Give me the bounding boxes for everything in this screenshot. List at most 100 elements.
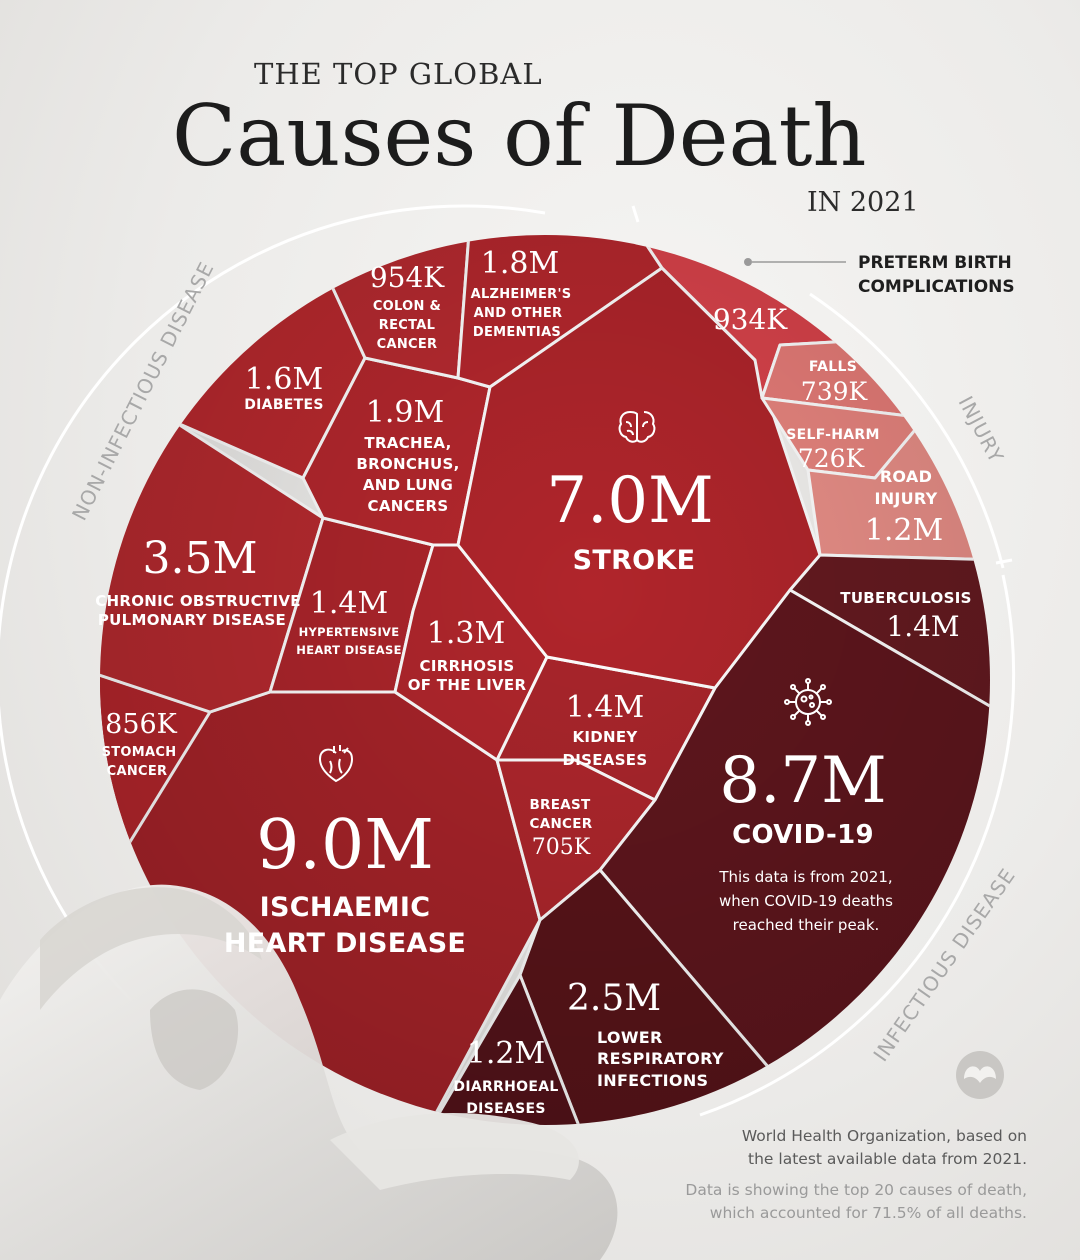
heart-icon xyxy=(318,745,354,783)
selfharm-value: 726K xyxy=(798,444,866,473)
statue-face-shadow xyxy=(150,989,239,1090)
diarrhoeal-label-line2: DISEASES xyxy=(466,1101,545,1117)
post-title: IN 2021 xyxy=(807,187,919,218)
diarrhoeal-value: 1.2M xyxy=(467,1036,545,1071)
alz-labels: 1.8M ALZHEIMER'S AND OTHER DEMENTIAS xyxy=(471,246,572,340)
page-title: Causes of Death xyxy=(172,87,866,185)
copd-value: 3.5M xyxy=(142,533,257,584)
statue-illustration xyxy=(0,884,618,1260)
kidney-label-line1: KIDNEY xyxy=(572,728,638,746)
stomach-labels: 856K STOMACH CANCER xyxy=(102,709,178,779)
trachea-label-line1: TRACHEA, xyxy=(364,434,451,452)
copd-labels: 3.5M CHRONIC OBSTRUCTIVE PULMONARY DISEA… xyxy=(95,533,301,629)
trachea-value: 1.9M xyxy=(366,395,444,430)
lri-label-line1: LOWER xyxy=(597,1028,663,1047)
hypertensive-label-line1: HYPERTENSIVE xyxy=(299,625,400,639)
statue-arm xyxy=(330,1113,579,1190)
kidney-labels: 1.4M KIDNEY DISEASES xyxy=(563,690,648,769)
ring-arc-injury xyxy=(809,292,1005,569)
diabetes-value: 1.6M xyxy=(245,362,323,397)
ihd-label-line1: ISCHAEMIC xyxy=(260,892,431,923)
preterm-callout: PRETERM BIRTH COMPLICATIONS xyxy=(744,253,1015,297)
covid-label: COVID-19 xyxy=(732,820,874,850)
hypertensive-value: 1.4M xyxy=(310,586,388,621)
breast-label-line2: CANCER xyxy=(530,816,593,832)
trachea-label-line3: AND LUNG xyxy=(363,476,453,494)
road-label-line2: INJURY xyxy=(874,489,937,508)
colon-labels: 954K COLON & RECTAL CANCER xyxy=(370,261,445,352)
lri-value: 2.5M xyxy=(567,978,661,1019)
colon-label-line1: COLON & xyxy=(373,299,441,314)
alz-label-line3: DEMENTIAS xyxy=(473,325,561,340)
stroke-value: 7.0M xyxy=(546,464,713,538)
diabetes-labels: 1.6M DIABETES xyxy=(244,362,324,413)
copd-label-line1: CHRONIC OBSTRUCTIVE xyxy=(95,592,301,610)
trachea-label-line2: BRONCHUS, xyxy=(356,455,459,473)
source-line2: the latest available data from 2021. xyxy=(748,1150,1027,1168)
diabetes-label: DIABETES xyxy=(244,397,324,413)
stomach-label-line1: STOMACH xyxy=(102,745,177,760)
covid-note-line1: This data is from 2021, xyxy=(718,868,892,886)
note-line1: Data is showing the top 20 causes of dea… xyxy=(685,1181,1027,1199)
preterm-label-line2: COMPLICATIONS xyxy=(858,277,1015,297)
ring-arc-infectious xyxy=(699,574,1016,1117)
group-ring xyxy=(0,204,1016,1117)
note-line2: which accounted for 71.5% of all deaths. xyxy=(710,1204,1027,1222)
ring-arc-non-infectious xyxy=(0,204,546,1002)
footer: World Health Organization, based on the … xyxy=(685,1127,1027,1222)
logo-icon xyxy=(956,1051,1004,1099)
pre-title: THE TOP GLOBAL xyxy=(254,57,543,91)
falls-value: 739K xyxy=(801,377,869,406)
road-labels: ROAD INJURY 1.2M xyxy=(865,467,943,548)
preterm-value: 934K xyxy=(713,303,788,336)
covid-note-line3: reached their peak. xyxy=(733,916,880,934)
selfharm-label: SELF-HARM xyxy=(786,427,879,443)
kidney-value: 1.4M xyxy=(566,690,644,725)
selfharm-labels: SELF-HARM 726K xyxy=(786,427,879,473)
tb-labels: TUBERCULOSIS 1.4M xyxy=(840,589,971,643)
brain-icon xyxy=(618,410,656,443)
hypertensive-labels: 1.4M HYPERTENSIVE HEART DISEASE xyxy=(296,586,401,657)
lri-label-line2: RESPIRATORY xyxy=(597,1049,724,1068)
colon-label-line3: CANCER xyxy=(377,337,438,352)
road-label-line1: ROAD xyxy=(880,467,932,486)
covid-value: 8.7M xyxy=(719,744,886,818)
trachea-label-line4: CANCERS xyxy=(368,497,449,515)
colon-label-line2: RECTAL xyxy=(379,318,435,333)
covid-labels: 8.7M COVID-19 This data is from 2021, wh… xyxy=(718,744,893,934)
breast-labels: BREAST CANCER 705K xyxy=(529,797,592,860)
tb-value: 1.4M xyxy=(886,610,959,643)
falls-labels: FALLS 739K xyxy=(801,359,869,406)
alz-value: 1.8M xyxy=(481,246,559,281)
cirrhosis-label-line2: OF THE LIVER xyxy=(408,676,527,694)
ihd-labels: 9.0M ISCHAEMIC HEART DISEASE xyxy=(224,806,466,959)
lri-labels: 2.5M LOWER RESPIRATORY INFECTIONS xyxy=(567,978,724,1090)
callout-dot xyxy=(744,258,752,266)
road-value: 1.2M xyxy=(865,513,943,548)
diarrhoeal-label-line1: DIARRHOEAL xyxy=(453,1079,558,1095)
alz-label-line2: AND OTHER xyxy=(474,306,563,321)
stomach-value: 856K xyxy=(105,709,178,740)
ring-tick-1 xyxy=(631,205,640,223)
diarrhoeal-labels: 1.2M DIARRHOEAL DISEASES xyxy=(453,1036,558,1117)
stomach-label-line2: CANCER xyxy=(107,764,168,779)
colon-value: 954K xyxy=(370,261,445,294)
hypertensive-label-line2: HEART DISEASE xyxy=(296,643,401,657)
trachea-labels: 1.9M TRACHEA, BRONCHUS, AND LUNG CANCERS xyxy=(356,395,459,515)
stroke-labels: 7.0M STROKE xyxy=(546,464,713,576)
falls-label: FALLS xyxy=(809,359,857,375)
breast-label-line1: BREAST xyxy=(529,797,591,813)
ihd-label-line2: HEART DISEASE xyxy=(224,928,466,959)
kidney-label-line2: DISEASES xyxy=(563,751,648,769)
statue-hair xyxy=(40,887,262,1010)
stroke-label: STROKE xyxy=(573,545,696,576)
cirrhosis-value: 1.3M xyxy=(427,616,505,651)
lri-label-line3: INFECTIONS xyxy=(597,1071,708,1090)
covid-note-line2: when COVID-19 deaths xyxy=(719,892,893,910)
breast-value: 705K xyxy=(532,835,591,860)
cirrhosis-labels: 1.3M CIRRHOSIS OF THE LIVER xyxy=(408,616,527,694)
ring-tick-2 xyxy=(995,558,1013,565)
preterm-label-line1: PRETERM BIRTH xyxy=(858,253,1012,273)
source-line1: World Health Organization, based on xyxy=(742,1127,1027,1145)
